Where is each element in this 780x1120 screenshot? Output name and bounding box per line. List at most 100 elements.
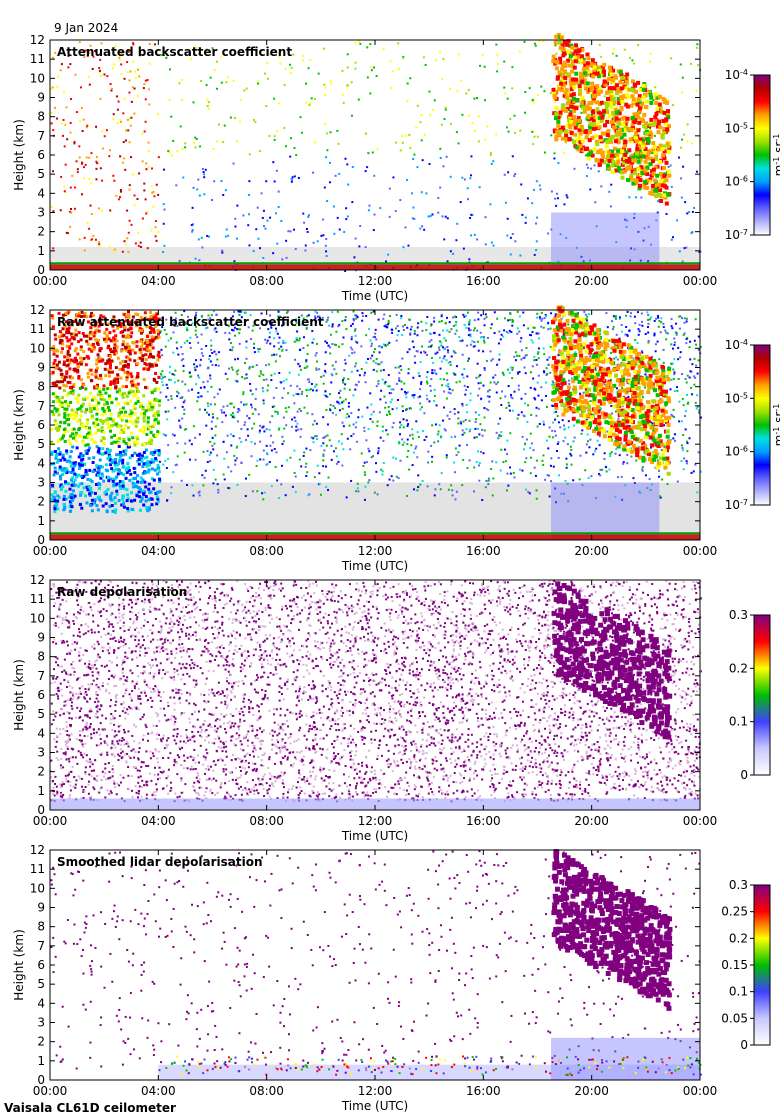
colorbar-tick-label: 10-5: [725, 121, 748, 136]
x-tick-label: 04:00: [141, 1084, 176, 1098]
x-tick-label: 00:00: [33, 274, 68, 288]
colorbar: [753, 74, 771, 236]
panel-title: Raw depolarisation: [57, 585, 187, 599]
x-tick-label: 20:00: [574, 1084, 609, 1098]
colorbar-tick-label: 0.3: [729, 608, 748, 622]
x-tick-label: 12:00: [358, 274, 393, 288]
y-tick-label: 9: [37, 901, 45, 915]
x-axis-label: Time (UTC): [341, 559, 408, 573]
y-tick-label: 11: [30, 322, 45, 336]
colorbar-label: m-1 sr-1: [772, 404, 780, 447]
y-tick-label: 4: [37, 996, 45, 1010]
colorbar-tick-label: 0.25: [721, 905, 748, 919]
x-tick-label: 20:00: [574, 544, 609, 558]
y-tick-label: 9: [37, 361, 45, 375]
y-tick-label: 10: [30, 881, 45, 895]
y-tick-label: 8: [37, 920, 45, 934]
y-tick-label: 0: [37, 533, 45, 547]
x-tick-label: 08:00: [249, 544, 284, 558]
y-tick-label: 3: [37, 1016, 45, 1030]
x-axis-label: Time (UTC): [341, 289, 408, 303]
y-axis-label: Height (km): [12, 119, 26, 190]
x-tick-label: 16:00: [466, 1084, 501, 1098]
colorbar-tick-label: 10-4: [725, 338, 748, 353]
y-tick-label: 8: [37, 650, 45, 664]
y-tick-label: 9: [37, 631, 45, 645]
y-tick-label: 11: [30, 862, 45, 876]
y-tick-label: 0: [37, 263, 45, 277]
y-tick-label: 7: [37, 669, 45, 683]
y-tick-label: 1: [37, 784, 45, 798]
panel-title: Attenuated backscatter coefficient: [57, 45, 292, 59]
y-tick-label: 8: [37, 380, 45, 394]
y-tick-label: 7: [37, 399, 45, 413]
colorbar-tick-label: 0.05: [721, 1011, 748, 1025]
x-tick-label: 08:00: [249, 814, 284, 828]
heatmap-texture: [50, 580, 702, 810]
y-tick-label: 1: [37, 514, 45, 528]
y-tick-label: 2: [37, 495, 45, 509]
y-tick-label: 2: [37, 1035, 45, 1049]
y-tick-label: 6: [37, 148, 45, 162]
x-tick-label: 00:00: [33, 1084, 68, 1098]
colorbar: [753, 884, 771, 1046]
y-tick-label: 5: [37, 977, 45, 991]
x-tick-label: 00:00: [33, 814, 68, 828]
y-axis-label: Height (km): [12, 659, 26, 730]
colorbar-tick-label: 0.1: [729, 985, 748, 999]
x-tick-label: 20:00: [574, 274, 609, 288]
y-tick-label: 12: [30, 843, 45, 857]
y-tick-label: 0: [37, 1073, 45, 1087]
x-tick-label: 16:00: [466, 814, 501, 828]
x-tick-label: 16:00: [466, 274, 501, 288]
colorbar-tick-label: 0: [740, 768, 748, 782]
x-tick-label: 04:00: [141, 814, 176, 828]
heatmap-texture: [50, 849, 702, 1080]
y-tick-label: 12: [30, 303, 45, 317]
y-tick-label: 4: [37, 726, 45, 740]
instrument-label: Vaisala CL61D ceilometer: [4, 1101, 176, 1115]
y-tick-label: 3: [37, 476, 45, 490]
colorbar-tick-label: 10-7: [725, 228, 748, 243]
x-tick-label: 20:00: [574, 814, 609, 828]
x-tick-label: 00:00: [683, 544, 718, 558]
y-tick-label: 12: [30, 573, 45, 587]
x-axis-label: Time (UTC): [341, 829, 408, 843]
colorbar: [753, 614, 771, 776]
x-tick-label: 00:00: [33, 544, 68, 558]
y-tick-label: 2: [37, 225, 45, 239]
y-tick-label: 2: [37, 765, 45, 779]
y-tick-label: 4: [37, 186, 45, 200]
colorbar: [753, 344, 771, 506]
y-axis-label: Height (km): [12, 389, 26, 460]
y-tick-label: 6: [37, 688, 45, 702]
x-axis-label: Time (UTC): [341, 1099, 408, 1113]
colorbar-tick-label: 0.2: [729, 661, 748, 675]
x-tick-label: 08:00: [249, 1084, 284, 1098]
y-tick-label: 5: [37, 707, 45, 721]
y-tick-label: 10: [30, 71, 45, 85]
y-tick-label: 7: [37, 939, 45, 953]
x-tick-label: 00:00: [683, 814, 718, 828]
colorbar-tick-label: 0.2: [729, 931, 748, 945]
y-tick-label: 6: [37, 958, 45, 972]
y-tick-label: 1: [37, 1054, 45, 1068]
y-tick-label: 1: [37, 244, 45, 258]
x-tick-label: 04:00: [141, 544, 176, 558]
x-tick-label: 16:00: [466, 544, 501, 558]
panel-title: Raw attenuated backscatter coefficient: [57, 315, 324, 329]
y-tick-label: 3: [37, 206, 45, 220]
y-tick-label: 9: [37, 91, 45, 105]
x-tick-label: 08:00: [249, 274, 284, 288]
x-tick-label: 12:00: [358, 814, 393, 828]
y-tick-label: 8: [37, 110, 45, 124]
y-tick-label: 11: [30, 52, 45, 66]
y-tick-label: 11: [30, 592, 45, 606]
y-tick-label: 10: [30, 341, 45, 355]
y-tick-label: 6: [37, 418, 45, 432]
panel-title: Smoothed lidar depolarisation: [57, 855, 263, 869]
